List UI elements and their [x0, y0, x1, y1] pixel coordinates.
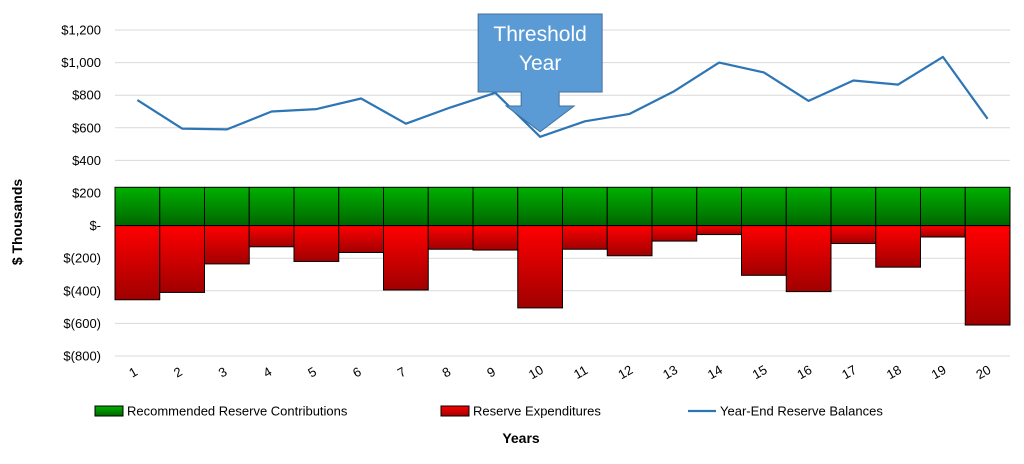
expenditure-bar — [562, 225, 608, 250]
y-tick-label: $1,000 — [61, 55, 101, 70]
expenditure-bar — [830, 225, 877, 245]
expenditure-bar — [785, 225, 832, 293]
y-tick-label: $(400) — [63, 283, 101, 298]
expenditure-bar — [427, 225, 474, 250]
x-tick-label: 1 — [126, 364, 140, 381]
y-tick-label: $- — [89, 218, 101, 233]
x-tick-label: 17 — [839, 362, 859, 382]
legend-swatch-contributions — [94, 405, 124, 417]
contribution-bar — [920, 186, 966, 227]
contribution-bar — [383, 186, 429, 227]
expenditure-bar — [964, 225, 1011, 326]
x-tick-label: 5 — [305, 364, 319, 381]
y-tick-label: $200 — [72, 186, 101, 201]
contribution-bar — [114, 186, 161, 227]
legend-swatch-expenditures — [440, 405, 470, 417]
legend-label-contributions: Recommended Reserve Contributions — [127, 404, 348, 419]
expenditure-bar — [875, 225, 921, 268]
expenditure-bar — [741, 225, 787, 276]
contribution-bar — [651, 186, 698, 227]
contribution-bar — [427, 186, 474, 227]
legend-label-balances: Year-End Reserve Balances — [720, 404, 883, 419]
contribution-bar — [159, 186, 205, 227]
y-tick-label: $(800) — [63, 349, 101, 364]
y-tick-label: $600 — [72, 120, 101, 135]
balance-line — [136, 55, 989, 138]
contribution-bar — [696, 186, 742, 227]
bars — [114, 186, 1011, 326]
x-tick-label: 10 — [526, 362, 546, 382]
expenditure-bar — [159, 225, 205, 293]
y-tick-label: $(600) — [63, 316, 101, 331]
contribution-bar — [830, 186, 877, 227]
x-tick-label: 3 — [216, 364, 230, 381]
expenditure-bar — [606, 225, 653, 257]
threshold-callout: Threshold Year — [477, 13, 603, 133]
expenditure-bar — [472, 225, 519, 251]
x-tick-label: 12 — [615, 362, 635, 382]
expenditure-bar — [383, 225, 429, 291]
x-tick-label: 20 — [973, 362, 993, 382]
x-tick-label: 9 — [484, 364, 498, 381]
y-axis-title: $ Thousands — [9, 179, 25, 266]
x-tick-label: 4 — [260, 364, 274, 381]
expenditure-bar — [920, 225, 966, 238]
expenditure-bar — [696, 225, 742, 236]
y-tick-label: $(200) — [63, 251, 101, 266]
x-tick-label: 15 — [750, 362, 770, 382]
y-tick-label: $800 — [72, 88, 101, 103]
contribution-bar — [248, 186, 295, 227]
contribution-bar — [517, 186, 563, 227]
y-axis-ticks: $1,200 $1,000 $800 $600 $400 $200 $- $(200) $(40… — [61, 23, 101, 364]
expenditure-bar — [651, 225, 698, 242]
x-tick-label: 14 — [705, 362, 725, 382]
contribution-bar — [875, 186, 921, 227]
expenditure-bar — [114, 225, 161, 301]
x-axis-title: Years — [502, 430, 540, 446]
x-tick-label: 16 — [794, 362, 814, 382]
expenditure-bar — [293, 225, 340, 262]
threshold-label-line2: Year — [519, 52, 561, 75]
contribution-bar — [338, 186, 384, 227]
expenditure-bar — [204, 225, 250, 265]
x-tick-label: 11 — [571, 362, 590, 382]
contribution-bar — [472, 186, 519, 227]
legend-label-expenditures: Reserve Expenditures — [473, 404, 601, 419]
x-tick-label: 6 — [350, 364, 364, 381]
contribution-bar — [293, 186, 340, 227]
x-tick-label: 2 — [171, 364, 185, 381]
x-tick-label: 18 — [884, 362, 904, 382]
legend: Recommended Reserve Contributions Reserve… — [94, 404, 883, 419]
threshold-label-line1: Threshold — [493, 23, 586, 46]
expenditure-bar — [248, 225, 295, 248]
x-tick-label: 7 — [395, 364, 409, 381]
x-tick-label: 8 — [439, 364, 453, 381]
contribution-bar — [785, 186, 832, 227]
x-axis-ticks: 1 2 3 4 5 6 7 8 9 10 11 12 13 14 15 16 17 18 19 20 — [126, 362, 993, 382]
threshold-arrow — [477, 13, 603, 133]
expenditure-bar — [338, 225, 384, 253]
contribution-bar — [204, 186, 250, 227]
y-tick-label: $400 — [72, 153, 101, 168]
x-tick-label: 19 — [929, 362, 949, 382]
expenditure-bar — [517, 225, 563, 309]
contribution-bar — [964, 186, 1011, 227]
y-tick-label: $1,200 — [61, 23, 101, 38]
contribution-bar — [741, 186, 787, 227]
contribution-bar — [562, 186, 608, 227]
contribution-bar — [606, 186, 653, 227]
balance-line-layer — [136, 55, 989, 138]
x-tick-label: 13 — [660, 362, 680, 382]
